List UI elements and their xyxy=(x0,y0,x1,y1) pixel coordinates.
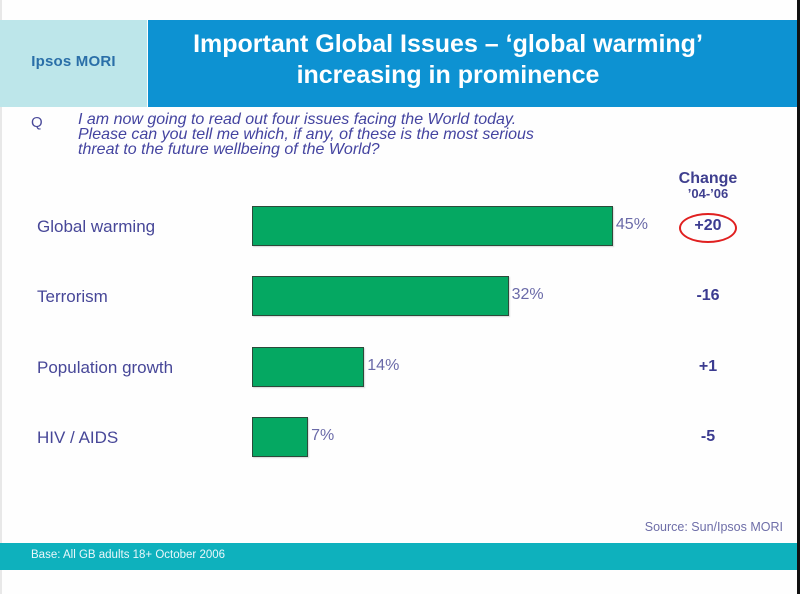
change-value: +1 xyxy=(698,358,718,375)
slide-edge xyxy=(0,0,2,594)
change-value: -5 xyxy=(700,428,716,445)
title-line-2: increasing in prominence xyxy=(296,61,600,89)
bar-population-growth xyxy=(252,347,365,387)
value-label: 7% xyxy=(311,427,335,444)
title-line-1: Important Global Issues – ‘global warmin… xyxy=(193,30,703,58)
value-label: 45% xyxy=(615,216,648,233)
base-note: Base: All GB adults 18+ October 2006 xyxy=(31,549,226,561)
change-value: -16 xyxy=(696,287,720,304)
ipsos-mori-logo: Ipsos MORI xyxy=(31,53,116,70)
change-period: ’04-’06 xyxy=(687,186,729,201)
category-label: HIV / AIDS xyxy=(37,428,119,447)
footer-bar: Base: All GB adults 18+ October 2006 xyxy=(0,543,797,570)
slide-title: Important Global Issues – ‘global warmin… xyxy=(148,29,748,91)
source-note: Source: Sun/Ipsos MORI xyxy=(644,520,783,534)
category-label: Global warming xyxy=(37,217,156,236)
question-marker: Q xyxy=(31,114,43,131)
title-panel: Important Global Issues – ‘global warmin… xyxy=(148,20,797,107)
category-label: Population growth xyxy=(37,358,174,377)
slide-header: Ipsos MORI Important Global Issues – ‘gl… xyxy=(0,20,797,107)
change-heading: Change xyxy=(678,170,738,187)
question-line-3: threat to the future wellbeing of the Wo… xyxy=(78,141,380,158)
question-line-2: Please can you tell me which, if any, of… xyxy=(78,126,534,143)
highlight-ellipse xyxy=(679,213,737,243)
survey-question: I am now going to read out four issues f… xyxy=(78,111,698,158)
question-line-1: I am now going to read out four issues f… xyxy=(78,111,517,128)
logo-panel: Ipsos MORI xyxy=(0,20,147,107)
value-label: 14% xyxy=(367,357,400,374)
bar-global-warming xyxy=(252,206,613,246)
bar-hiv-aids xyxy=(252,417,309,457)
category-label: Terrorism xyxy=(37,287,108,306)
value-label: 32% xyxy=(511,286,544,303)
bar-terrorism xyxy=(252,276,509,316)
change-column-header: Change ’04-’06 xyxy=(668,170,748,200)
